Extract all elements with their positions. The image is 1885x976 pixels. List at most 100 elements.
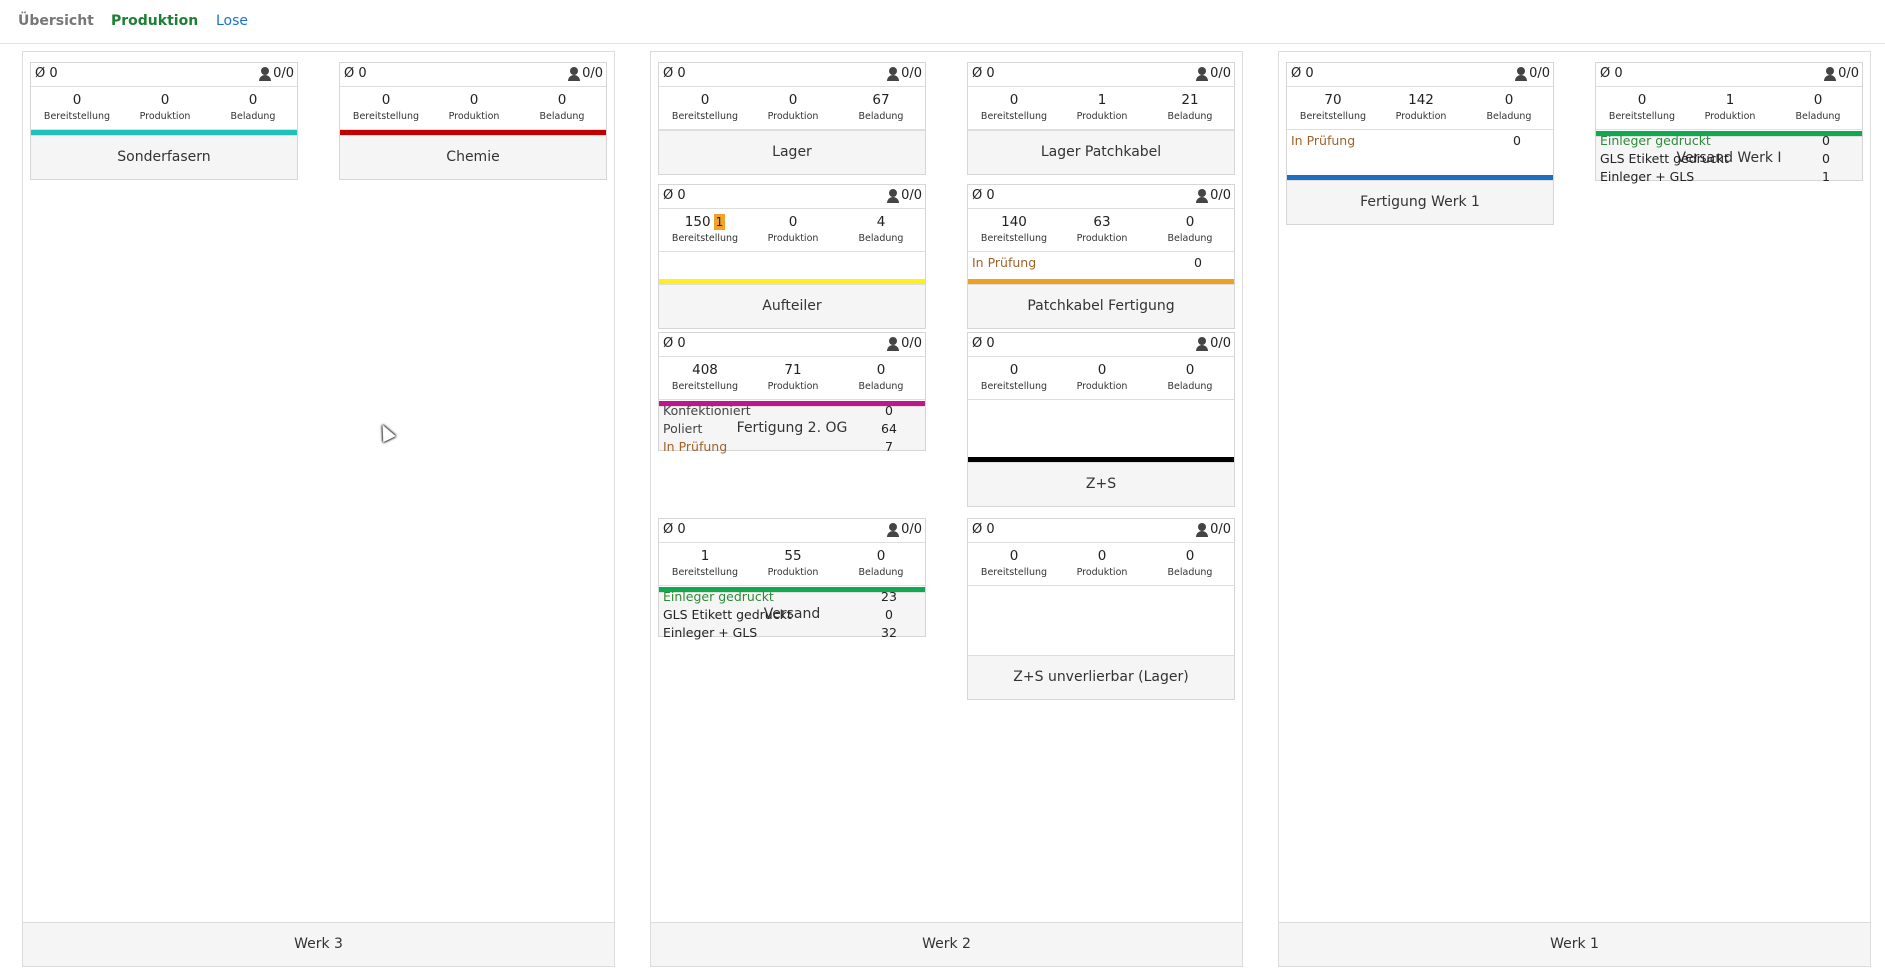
stat-bereitstellung: 0 Bereitstellung bbox=[342, 91, 430, 122]
stat-bereitstellung: 0 Bereitstellung bbox=[661, 91, 749, 122]
card-details: In Prüfung 0 bbox=[1287, 130, 1553, 175]
station-title[interactable]: Lager Patchkabel bbox=[968, 130, 1234, 174]
stat-value: 0 bbox=[209, 91, 297, 109]
station-title[interactable]: Lager bbox=[659, 130, 925, 174]
stat-value: 0 bbox=[837, 547, 925, 565]
card-stats: 0 Bereitstellung 0 Produktion 0 Beladung bbox=[968, 357, 1234, 400]
card-stats: 140 Bereitstellung 63 Produktion 0 Beladung bbox=[968, 209, 1234, 252]
average-value: Ø 0 bbox=[663, 188, 686, 203]
station-card-sonderfasern[interactable]: Ø 0 0/0 0 Bereitstellung 0 Produktion 0 Beladun… bbox=[30, 62, 298, 180]
detail-row-gls-etikett-gedruckt: GLS Etikett gedruckt 0 bbox=[659, 605, 925, 623]
stat-number: 1 bbox=[1725, 92, 1735, 108]
station-card-lager-patchkabel[interactable]: Ø 0 0/0 0 Bereitstellung 1 Produktion 21 Beladu… bbox=[967, 62, 1235, 175]
workers-count: 0/0 bbox=[1195, 522, 1231, 537]
detail-row-einleger-gls: Einleger + GLS 1 bbox=[1596, 167, 1862, 185]
station-title[interactable]: Sonderfasern bbox=[31, 135, 297, 179]
station-title[interactable]: Chemie bbox=[340, 135, 606, 179]
detail-value: 1 bbox=[1822, 169, 1830, 184]
average-value: Ø 0 bbox=[972, 522, 995, 537]
stat-value: 0 bbox=[661, 91, 749, 109]
stat-label: Bereitstellung bbox=[352, 111, 420, 122]
card-stats: 70 Bereitstellung 142 Produktion 0 Beladung bbox=[1287, 87, 1553, 130]
stat-number: 142 bbox=[1408, 92, 1434, 108]
stat-label: Bereitstellung bbox=[671, 567, 739, 578]
stat-value: 0 bbox=[1058, 361, 1146, 379]
station-card-z-s-unverlierbar-lager[interactable]: Ø 0 0/0 0 Bereitstellung 0 Produktion 0 Beladun… bbox=[967, 518, 1235, 700]
stat-number: 63 bbox=[1093, 214, 1111, 230]
card-header: Ø 0 0/0 bbox=[968, 63, 1234, 87]
detail-label: Einleger + GLS bbox=[663, 625, 758, 640]
alert-badge[interactable]: 1 bbox=[713, 214, 726, 230]
station-card-versand-werk-i[interactable]: Ø 0 0/0 0 Bereitstellung 1 Produktion 0 Beladun… bbox=[1595, 62, 1863, 184]
station-title[interactable]: Fertigung 2. OG bbox=[659, 406, 925, 450]
stat-produktion: 0 Produktion bbox=[430, 91, 518, 122]
stat-value: 0 bbox=[970, 547, 1058, 565]
station-title[interactable]: Z+S bbox=[968, 462, 1234, 506]
stat-label: Bereitstellung bbox=[43, 111, 111, 122]
stat-number: 4 bbox=[876, 214, 886, 230]
station-card-fertigung-2-og[interactable]: Ø 0 0/0 408 Bereitstellung 71 Produktion 0 Bela… bbox=[658, 332, 926, 454]
stat-number: 0 bbox=[700, 92, 710, 108]
station-card-fertigung-werk-1[interactable]: Ø 0 0/0 70 Bereitstellung 142 Produktion 0 Bela… bbox=[1286, 62, 1554, 225]
stat-label: Beladung bbox=[230, 111, 276, 122]
card-header: Ø 0 0/0 bbox=[340, 63, 606, 87]
tab-lose[interactable]: Lose bbox=[216, 13, 249, 29]
average-value: Ø 0 bbox=[972, 336, 995, 351]
stat-number: 0 bbox=[72, 92, 82, 108]
card-stats: 150 1 Bereitstellung 0 Produktion 4 Beladung bbox=[659, 209, 925, 252]
card-header: Ø 0 0/0 bbox=[1287, 63, 1553, 87]
stat-value: 0 bbox=[749, 213, 837, 231]
detail-row-poliert: Poliert 64 bbox=[659, 419, 925, 437]
card-stats: 0 Bereitstellung 1 Produktion 0 Beladung bbox=[1596, 87, 1862, 130]
average-value: Ø 0 bbox=[35, 66, 58, 81]
station-card-versand[interactable]: Ø 0 0/0 1 Bereitstellung 55 Produktion 0 Beladu… bbox=[658, 518, 926, 640]
status-color-bar bbox=[1596, 131, 1862, 136]
card-details bbox=[968, 400, 1234, 457]
stat-value: 1 bbox=[661, 547, 749, 565]
detail-label: Einleger gedruckt bbox=[663, 589, 774, 604]
stat-value: 0 bbox=[1598, 91, 1686, 109]
station-card-chemie[interactable]: Ø 0 0/0 0 Bereitstellung 0 Produktion 0 Beladun… bbox=[339, 62, 607, 180]
station-title[interactable]: Z+S unverlierbar (Lager) bbox=[968, 655, 1234, 699]
stat-number: 0 bbox=[160, 92, 170, 108]
station-title[interactable]: Patchkabel Fertigung bbox=[968, 284, 1234, 328]
panel-title: Werk 3 bbox=[23, 922, 614, 966]
detail-row-konfektioniert: Konfektioniert 0 bbox=[659, 401, 925, 419]
station-title[interactable]: Fertigung Werk 1 bbox=[1287, 180, 1553, 224]
workers-count: 0/0 bbox=[1823, 66, 1859, 81]
workers-value: 0/0 bbox=[273, 66, 294, 81]
station-title[interactable]: Versand bbox=[659, 592, 925, 636]
tab-produktion[interactable]: Produktion bbox=[111, 13, 199, 29]
station-card-z-s[interactable]: Ø 0 0/0 0 Bereitstellung 0 Produktion 0 Beladun… bbox=[967, 332, 1235, 507]
stat-number: 55 bbox=[784, 548, 802, 564]
detail-value: 0 bbox=[1822, 151, 1830, 166]
station-card-patchkabel-fertigung[interactable]: Ø 0 0/0 140 Bereitstellung 63 Produktion 0 Bela… bbox=[967, 184, 1235, 329]
detail-value: 0 bbox=[885, 607, 893, 622]
station-title[interactable]: Versand Werk I bbox=[1596, 136, 1862, 180]
stat-number: 0 bbox=[1504, 92, 1514, 108]
stat-beladung: 21 Beladung bbox=[1146, 91, 1234, 122]
top-nav: Übersicht Produktion Lose bbox=[0, 0, 1885, 44]
workers-count: 0/0 bbox=[1195, 188, 1231, 203]
workers-count: 0/0 bbox=[1195, 66, 1231, 81]
station-title[interactable]: Aufteiler bbox=[659, 284, 925, 328]
stat-bereitstellung: 140 Bereitstellung bbox=[970, 213, 1058, 244]
stat-number: 67 bbox=[872, 92, 890, 108]
station-card-aufteiler[interactable]: Ø 0 0/0 150 1 Bereitstellung 0 Produktion 4 Bela… bbox=[658, 184, 926, 329]
stat-number: 0 bbox=[876, 548, 886, 564]
station-card-lager[interactable]: Ø 0 0/0 0 Bereitstellung 0 Produktion 67 Beladu… bbox=[658, 62, 926, 175]
worker-icon bbox=[1195, 66, 1209, 81]
tab-uebersicht[interactable]: Übersicht bbox=[18, 13, 94, 29]
stat-number: 1 bbox=[1097, 92, 1107, 108]
status-color-bar bbox=[659, 279, 925, 284]
stat-label: Produktion bbox=[767, 233, 819, 244]
stat-label: Produktion bbox=[1395, 111, 1447, 122]
stat-produktion: 55 Produktion bbox=[749, 547, 837, 578]
worker-icon bbox=[886, 188, 900, 203]
worker-icon bbox=[567, 66, 581, 81]
detail-label: In Prüfung bbox=[972, 255, 1037, 270]
average-value: Ø 0 bbox=[972, 188, 995, 203]
average-value: Ø 0 bbox=[1600, 66, 1623, 81]
average-value: Ø 0 bbox=[972, 66, 995, 81]
panel-title: Werk 1 bbox=[1279, 922, 1870, 966]
